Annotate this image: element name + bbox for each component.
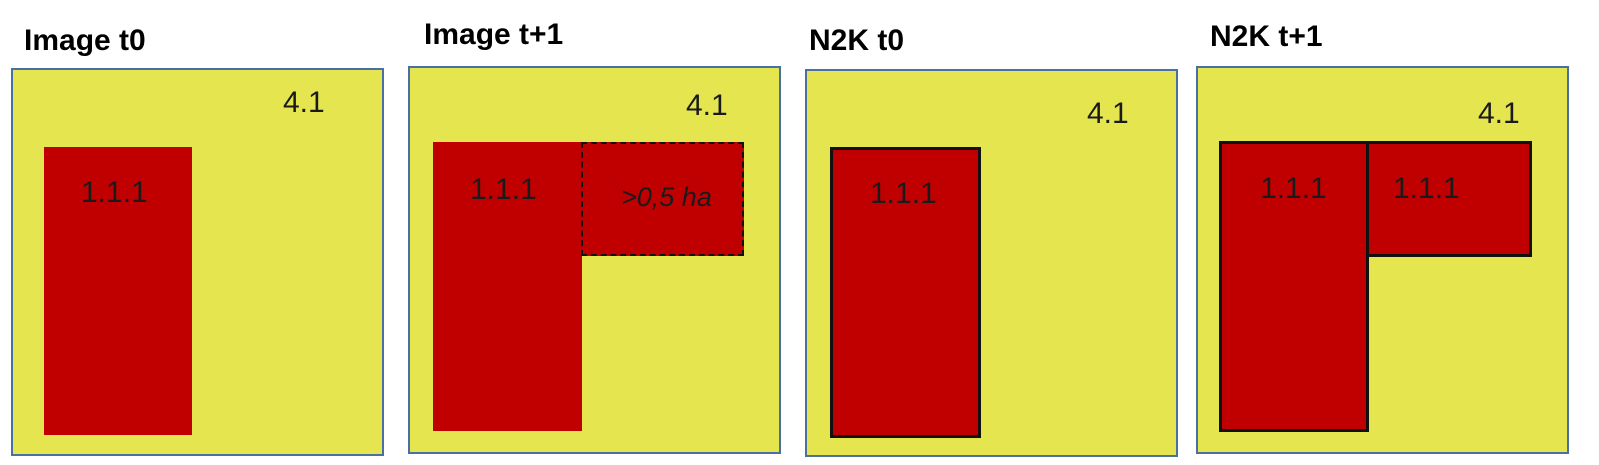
patch-1-1-1: 1.1.1 [830,147,981,438]
patch-1-1-1: 1.1.1 [1219,141,1369,432]
patch-1-1-1: 1.1.1 [44,147,192,435]
background-class-label: 4.1 [686,89,728,122]
expansion-area-label: >0,5 ha [621,182,712,212]
background-class-label: 4.1 [1478,97,1520,130]
patch-1-1-1: 1.1.1 [433,142,582,431]
panel-image-t0: 4.1 1.1.1 [11,68,384,456]
background-class-label: 4.1 [1087,97,1129,130]
background-class-label: 4.1 [283,86,325,119]
title-image-t0: Image t0 [24,24,146,57]
title-image-t1: Image t+1 [424,18,564,51]
patch-1-1-1-new: 1.1.1 [1366,141,1532,257]
patch-class-label: 1.1.1 [81,176,148,209]
patch-class-label: 1.1.1 [870,177,937,210]
patch-class-label: 1.1.1 [1393,172,1460,205]
patch-class-label: 1.1.1 [470,173,537,206]
panel-image-t1: 4.1 1.1.1 >0,5 ha [408,66,781,454]
panel-n2k-t1: 4.1 1.1.1 1.1.1 [1196,66,1569,454]
patch-expansion-area: >0,5 ha [581,142,744,256]
title-n2k-t0: N2K t0 [809,24,905,57]
panel-n2k-t0: 4.1 1.1.1 [805,69,1178,457]
patch-class-label: 1.1.1 [1260,172,1327,205]
title-n2k-t1: N2K t+1 [1210,20,1323,53]
